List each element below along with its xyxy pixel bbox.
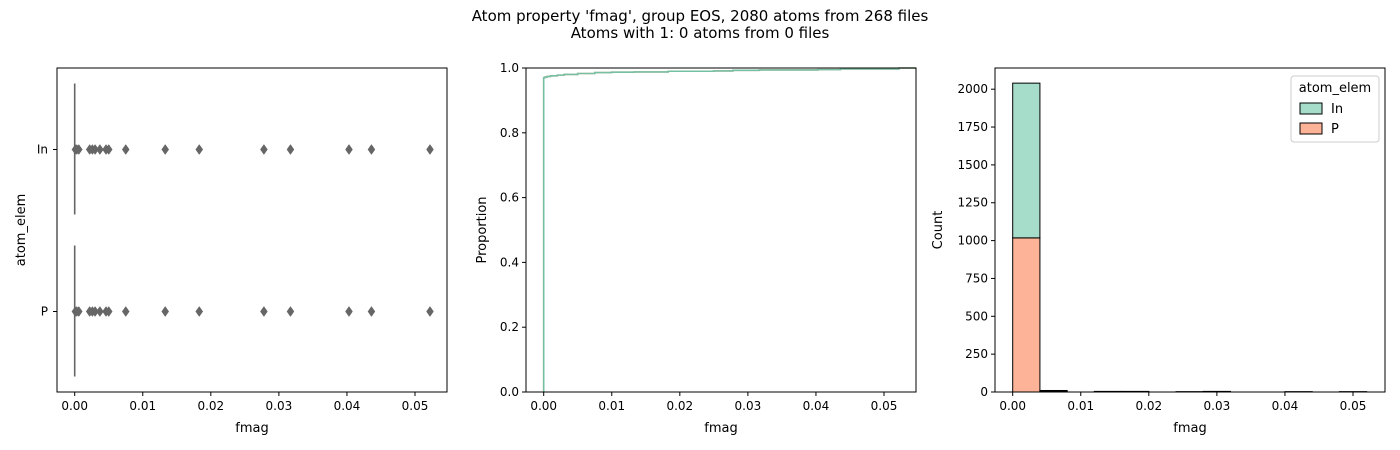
hist-bar-In: [1039, 389, 1068, 392]
x-tick-label: 0.02: [1135, 399, 1162, 413]
legend-title: atom_elem: [1299, 81, 1371, 96]
x-tick-label: 0.04: [1272, 399, 1299, 413]
histogram-xlabel: fmag: [1173, 421, 1206, 436]
outlier-point: [74, 306, 83, 317]
x-tick-label: 0.04: [334, 399, 361, 413]
y-tick-label: 0: [980, 385, 988, 399]
x-tick-label: 0.00: [61, 399, 88, 413]
outlier-point: [345, 306, 353, 317]
outlier-point: [96, 144, 104, 155]
ecdf-ylabel: Proportion: [475, 196, 490, 263]
outlier-point: [74, 144, 83, 155]
y-tick-label: In: [37, 143, 48, 157]
x-tick-label: 0.04: [803, 399, 830, 413]
x-tick-label: 0.05: [402, 399, 429, 413]
histogram-frame: [994, 67, 1386, 393]
ecdf-xlabel: fmag: [704, 421, 737, 436]
histogram-ylabel: Count: [931, 211, 946, 250]
y-tick-label: 0.6: [500, 191, 519, 205]
y-tick-label: 0.4: [500, 255, 519, 269]
x-tick-label: 0.03: [266, 399, 293, 413]
x-tick-label: 0.03: [1204, 399, 1231, 413]
x-tick-label: 0.05: [871, 399, 898, 413]
x-tick-label: 0.01: [129, 399, 156, 413]
hist-bar-In: [1012, 82, 1041, 239]
outlier-point: [96, 306, 104, 317]
y-tick-label: 500: [965, 309, 988, 323]
outlier-point: [195, 144, 204, 155]
x-tick-label: 0.02: [666, 399, 693, 413]
outlier-point: [426, 306, 434, 317]
histogram-legend: atom_elem In P: [1290, 75, 1380, 143]
outlier-point: [161, 306, 170, 317]
y-tick-label: 0.2: [500, 320, 519, 334]
y-tick-label: 0.0: [500, 385, 519, 399]
y-tick-label: 250: [965, 347, 988, 361]
legend-label-In: In: [1331, 102, 1343, 117]
x-tick-label: 0.01: [1067, 399, 1094, 413]
outlier-point: [260, 144, 268, 155]
outlier-point: [286, 306, 295, 317]
ecdf-line-P: [542, 67, 916, 392]
y-tick-label: 1500: [957, 158, 988, 172]
outlier-point: [367, 144, 376, 155]
outlier-point: [345, 144, 353, 155]
outlier-point: [104, 144, 113, 155]
y-tick-label: 750: [965, 271, 988, 285]
y-tick-label: 2000: [957, 82, 988, 96]
y-tick-label: 1.0: [500, 61, 519, 75]
x-tick-label: 0.00: [530, 399, 557, 413]
histogram-panel: 0.00 0.01 0.02 0.03 0.04 0.05 0 250 500 750 1000 1…: [931, 67, 1386, 436]
outlier-point: [161, 144, 170, 155]
hist-bar-P: [1012, 237, 1041, 393]
boxplot-panel: 0.00 0.01 0.02 0.03 0.04 0.05 In P fmag atom_e…: [14, 67, 448, 436]
x-tick-label: 0.01: [598, 399, 625, 413]
ecdf-panel: 0.00 0.01 0.02 0.03 0.04 0.05 0.0 0.2 0.4 0.6 0.8…: [475, 61, 917, 436]
legend-swatch-P: [1299, 122, 1323, 135]
figure-title-line-2: Atoms with 1: 0 atoms from 0 files: [570, 24, 830, 42]
y-tick-label: P: [41, 305, 48, 319]
x-tick-label: 0.02: [197, 399, 224, 413]
ecdf-frame: [525, 67, 917, 393]
outlier-point: [260, 306, 268, 317]
outlier-point: [195, 306, 204, 317]
outlier-point: [426, 144, 434, 155]
boxplot-xlabel: fmag: [235, 421, 268, 436]
y-tick-label: 0.8: [500, 126, 519, 140]
y-tick-label: 1250: [957, 196, 988, 210]
boxplot-ylabel: atom_elem: [14, 194, 29, 266]
legend-swatch-In: [1299, 102, 1323, 115]
boxplot-frame: [56, 67, 448, 393]
figure-title-line-1: Atom property 'fmag', group EOS, 2080 at…: [471, 7, 929, 25]
outlier-point: [104, 306, 113, 317]
y-tick-label: 1750: [957, 120, 988, 134]
legend-label-P: P: [1331, 122, 1339, 137]
outlier-point: [121, 144, 130, 155]
outlier-point: [286, 144, 295, 155]
outlier-point: [367, 306, 376, 317]
x-tick-label: 0.03: [735, 399, 762, 413]
x-tick-label: 0.05: [1340, 399, 1367, 413]
outlier-point: [121, 306, 130, 317]
y-tick-label: 1000: [957, 234, 988, 248]
x-tick-label: 0.00: [999, 399, 1026, 413]
ecdf-line-In: [542, 67, 916, 392]
